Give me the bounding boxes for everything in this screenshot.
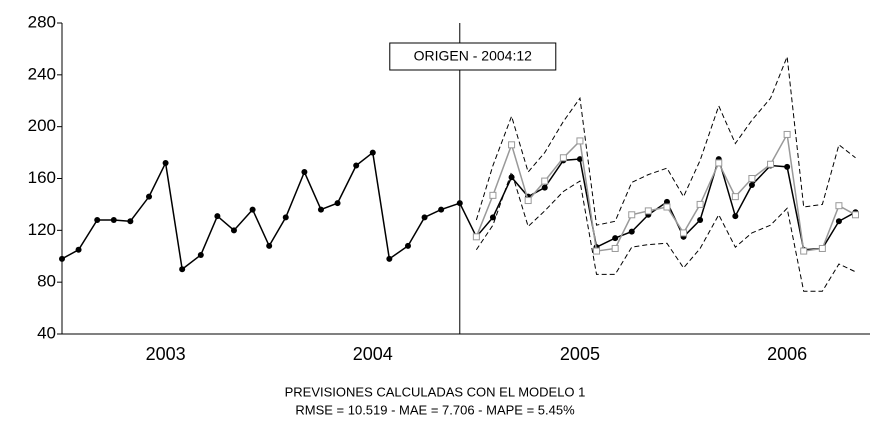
point	[162, 159, 169, 166]
point	[715, 159, 723, 167]
point	[611, 244, 619, 252]
point	[146, 193, 153, 200]
x-tick-label: 2006	[767, 344, 807, 364]
point	[249, 206, 256, 213]
y-tick-label: 40	[37, 323, 56, 342]
point	[489, 214, 496, 221]
point	[489, 191, 497, 199]
point	[94, 216, 101, 223]
point	[317, 206, 324, 213]
annotation: ORIGEN - 2004:12	[414, 48, 532, 64]
point	[800, 247, 808, 255]
point	[353, 162, 360, 169]
point	[628, 228, 635, 235]
point	[282, 214, 289, 221]
point	[783, 130, 791, 138]
point	[784, 163, 791, 170]
y-tick-label: 160	[28, 168, 56, 187]
point	[835, 218, 842, 225]
y-tick-label: 280	[28, 12, 56, 31]
x-tick-label: 2004	[353, 344, 393, 364]
point	[663, 198, 670, 205]
point	[732, 213, 739, 220]
point	[197, 251, 204, 258]
series-line	[475, 56, 856, 226]
y-tick-label: 80	[37, 272, 56, 291]
series-line	[61, 151, 856, 271]
point	[541, 184, 548, 191]
point	[179, 266, 186, 273]
point	[59, 255, 65, 262]
point	[767, 160, 775, 168]
point	[369, 149, 376, 156]
point	[524, 197, 532, 205]
point	[576, 137, 584, 145]
point	[456, 200, 463, 207]
point	[404, 242, 411, 249]
chart-title: PREVISIONES CALCULADAS CON EL MODELO 1	[285, 384, 586, 399]
point	[644, 207, 652, 215]
point	[818, 244, 826, 252]
point	[110, 216, 117, 223]
point	[748, 181, 755, 188]
point	[680, 229, 688, 237]
point	[472, 233, 480, 241]
annotation-box	[389, 42, 557, 71]
point	[541, 177, 549, 185]
point	[301, 169, 308, 176]
point	[851, 211, 859, 219]
chart-subtitle: RMSE = 10.519 - MAE = 7.706 - MAPE = 5.4…	[295, 402, 575, 417]
point	[127, 218, 134, 225]
point	[508, 141, 516, 149]
y-tick-label: 200	[28, 116, 56, 135]
series-line	[475, 132, 856, 252]
x-tick-label: 2003	[146, 344, 186, 364]
point	[731, 193, 739, 201]
point	[559, 154, 567, 162]
point	[628, 211, 636, 219]
point	[386, 255, 393, 262]
point	[334, 200, 341, 207]
point	[697, 216, 704, 223]
series-line	[475, 170, 856, 292]
point	[266, 242, 273, 249]
point	[214, 213, 221, 220]
x-tick-label: 2005	[560, 344, 600, 364]
point	[230, 227, 237, 234]
point	[593, 247, 601, 255]
y-tick-label: 120	[28, 220, 56, 239]
y-tick-label: 240	[28, 64, 56, 83]
point	[438, 206, 445, 213]
point	[748, 175, 756, 182]
point	[612, 235, 619, 242]
point	[576, 156, 583, 163]
point	[663, 203, 671, 211]
point	[75, 246, 82, 253]
point	[421, 214, 428, 221]
point	[835, 202, 843, 210]
point	[696, 200, 704, 208]
